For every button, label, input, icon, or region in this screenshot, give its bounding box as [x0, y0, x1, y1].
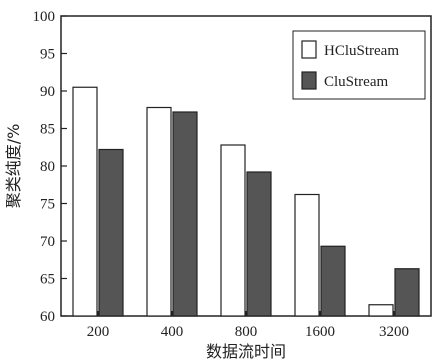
- x-tick-label: 200: [87, 324, 110, 340]
- y-tick-label: 75: [40, 197, 55, 213]
- x-axis: 200 400 800 1600 3200: [87, 311, 409, 340]
- y-axis: 60 65 70 75 80 85 90 95 100: [33, 9, 67, 325]
- bars: [72, 86, 420, 317]
- y-tick-label: 80: [40, 159, 55, 175]
- x-tick-label: 800: [235, 324, 258, 340]
- x-axis-title: 数据流时间: [206, 342, 286, 361]
- x-tick-label: 400: [161, 324, 184, 340]
- legend-label-hclustream: HCluStream: [324, 43, 399, 59]
- bar-clustream-400: [172, 111, 198, 317]
- legend: HCluStream CluStream: [292, 30, 426, 100]
- bar-hclustream-3200: [368, 304, 394, 317]
- bar-clustream-3200: [394, 268, 420, 317]
- x-tick-label: 3200: [379, 324, 409, 340]
- legend-swatch-hclustream: [301, 40, 317, 59]
- y-tick-label: 85: [40, 122, 55, 138]
- bar-clustream-800: [246, 171, 272, 317]
- y-tick-label: 60: [40, 309, 55, 325]
- y-axis-title: 聚类纯度/%: [4, 124, 23, 209]
- bar-hclustream-200: [72, 86, 98, 317]
- y-tick-label: 100: [33, 9, 56, 25]
- y-tick-label: 90: [40, 84, 55, 100]
- y-tick-label: 70: [40, 234, 55, 250]
- y-tick-label: 65: [40, 272, 55, 288]
- bar-hclustream-1600: [294, 193, 320, 317]
- bar-hclustream-400: [146, 106, 172, 317]
- legend-swatch-clustream: [301, 71, 317, 90]
- legend-label-clustream: CluStream: [324, 74, 388, 90]
- y-tick-label: 95: [40, 47, 55, 63]
- x-tick-label: 1600: [305, 324, 335, 340]
- bar-hclustream-800: [220, 144, 246, 317]
- bar-clustream-1600: [320, 245, 346, 317]
- bar-clustream-200: [98, 148, 124, 317]
